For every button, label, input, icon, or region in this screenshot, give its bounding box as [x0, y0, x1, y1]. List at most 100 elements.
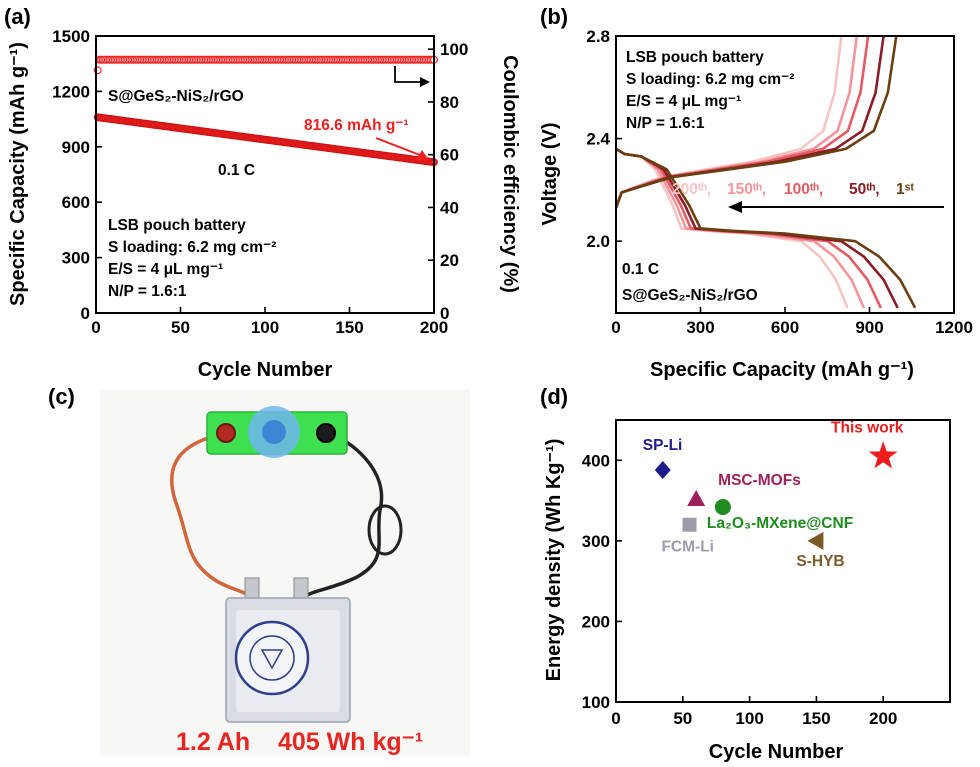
y2-tick-label: 80 [440, 93, 459, 112]
panel-b-material-label: S@GeS₂-NiS₂/rGO [622, 287, 758, 304]
y2-tick-label: 40 [440, 198, 459, 217]
panel-d-points: SP-Li MSC-MOFs La₂O₃-MXene@CNF FCM-Li S-HYB T… [643, 419, 904, 570]
y2-tick-label: 100 [440, 40, 468, 59]
y-tick-label: 2.0 [586, 232, 610, 251]
x-tick-label: 600 [771, 318, 799, 337]
la-o-mxene-cnf-marker [714, 499, 731, 516]
sp-li-marker [654, 460, 671, 479]
panel-b-cycle-labels: 200ᵗʰ, 150ᵗʰ, 100ᵗʰ, 50ᵗʰ, 1ˢᵗ [672, 181, 914, 198]
university-seal [234, 620, 310, 696]
y-tick-label: 1500 [52, 27, 90, 46]
panel-b-info-line-2: S loading: 6.2 mg cm⁻² [626, 71, 794, 88]
y-tick-label: 900 [62, 138, 90, 157]
panel-d-axes-frame [615, 419, 951, 703]
panel-b-y-ticks: 2.0 2.4 2.8 [586, 27, 622, 251]
x-tick-label: 150 [335, 318, 363, 337]
panel-a-x-axis-label: Cycle Number [198, 359, 333, 381]
cycle-label: 1ˢᵗ [896, 181, 914, 198]
red-wire [170, 430, 257, 602]
panel-b-rate-label: 0.1 C [622, 261, 659, 278]
x-tick-label: 200 [420, 318, 448, 337]
panel-b-y-axis-label: Voltage (V) [539, 123, 561, 226]
x-tick-label: 1200 [935, 318, 973, 337]
discharge-curve-5 [615, 147, 917, 309]
panel-b-info-line-3: E/S = 4 μL mg⁻¹ [626, 93, 741, 110]
panel-a-rate-label: 0.1 C [218, 162, 255, 179]
panel-a-marks [93, 55, 438, 167]
fcm-li-marker [682, 517, 697, 532]
s-hyb-marker [807, 531, 824, 550]
x-tick-label: 100 [735, 709, 763, 728]
x-tick-label: 300 [686, 318, 714, 337]
cycle-label: 100ᵗʰ, [784, 181, 823, 198]
panel-d: (d) 0 50 100 150 200 100 200 300 400 SP-Li MSC-M… [540, 384, 951, 763]
x-tick-label: 100 [251, 318, 279, 337]
y2-tick-label: 60 [440, 146, 459, 165]
panel-b-info-line-4: N/P = 1.6:1 [626, 115, 705, 132]
point-label: SP-Li [643, 437, 683, 454]
msc-mofs-marker [687, 489, 706, 506]
panel-a: (a) 0 50 100 150 200 0 300 600 900 1200 1500 0 20 4… [4, 4, 521, 381]
panel-a-material-label: S@GeS₂-NiS₂/rGO [108, 88, 244, 105]
discharge-curve-1 [615, 147, 849, 309]
cycle-label: 150ᵗʰ, [727, 181, 766, 198]
panel-b-direction-arrowhead [728, 201, 742, 213]
cycle-label: 200ᵗʰ, [672, 181, 711, 198]
university-seal-inner [249, 635, 295, 681]
y-tick-label: 1200 [52, 82, 90, 101]
x-tick-label: 900 [855, 318, 883, 337]
university-seal-emblem [260, 649, 284, 670]
panel-d-y-ticks: 100 200 300 400 [582, 451, 622, 712]
panel-a-callout-arrowhead [416, 150, 429, 160]
panel-b: (b) 0 300 600 900 1200 2.0 2.4 2.8 Specific Ca… [539, 4, 973, 381]
panel-d-y-axis-label: Energy density (Wh Kg⁻¹) [543, 439, 565, 682]
led-bulb [262, 420, 286, 444]
panel-a-axis-pointer-arrowhead [420, 77, 430, 87]
panel-a-y2-ticks: 0 20 40 60 80 100 [428, 40, 468, 323]
y-tick-label: 300 [62, 249, 90, 268]
panel-d-x-ticks: 0 50 100 150 200 [611, 696, 897, 728]
y-tick-label: 100 [582, 693, 610, 712]
x-tick-label: 0 [611, 318, 620, 337]
panel-a-y2-axis-label: Coulombic efficiency (%) [499, 55, 521, 293]
point-label: La₂O₃-MXene@CNF [707, 515, 853, 532]
y-tick-label: 200 [582, 612, 610, 631]
panel-a-info-line-2: S loading: 6.2 mg cm⁻² [108, 239, 276, 256]
this-work-marker [868, 441, 898, 469]
panel-b-label: (b) [540, 4, 568, 29]
panel-a-y-ticks: 0 300 600 900 1200 1500 [52, 27, 102, 323]
x-tick-label: 150 [802, 709, 830, 728]
capacity-caption: 1.2 Ah [176, 728, 250, 756]
point-label: FCM-Li [661, 539, 714, 556]
black-wire-loop [367, 504, 403, 556]
cycle-label: 50ᵗʰ, [849, 181, 880, 198]
point-label: S-HYB [796, 553, 844, 570]
charge-curve-5 [614, 35, 898, 209]
black-terminal [316, 423, 336, 443]
panel-b-x-ticks: 0 300 600 900 1200 [611, 307, 973, 337]
panel-a-capacity-callout: 816.6 mAh g⁻¹ [304, 117, 409, 134]
x-tick-label: 0 [611, 709, 620, 728]
panel-a-x-ticks: 0 50 100 150 200 [91, 307, 448, 337]
point-label: MSC-MOFs [718, 472, 801, 489]
panel-a-info-line-4: N/P = 1.6:1 [108, 283, 187, 300]
energy-caption: 405 Wh kg⁻¹ [278, 728, 423, 756]
y-tick-label: 2.8 [586, 27, 610, 46]
panel-b-curves [614, 35, 917, 309]
y-tick-label: 600 [62, 193, 90, 212]
panel-b-info-line-1: LSB pouch battery [626, 49, 764, 66]
x-tick-label: 50 [171, 318, 190, 337]
x-tick-label: 200 [869, 709, 897, 728]
black-wire [298, 430, 384, 602]
panel-a-info-line-3: E/S = 4 μL mg⁻¹ [108, 261, 223, 278]
panel-b-x-axis-label: Specific Capacity (mAh g⁻¹) [650, 359, 914, 381]
panel-d-label: (d) [540, 384, 568, 409]
discharge-curve-2 [615, 147, 866, 309]
panel-a-callout-arrow [375, 137, 426, 158]
y-tick-label: 2.4 [586, 130, 610, 149]
panel-a-axis-pointer-arrow [394, 66, 425, 83]
panel-d-x-axis-label: Cycle Number [709, 741, 844, 763]
y-tick-label: 0 [81, 304, 90, 323]
point-label: This work [831, 419, 904, 436]
